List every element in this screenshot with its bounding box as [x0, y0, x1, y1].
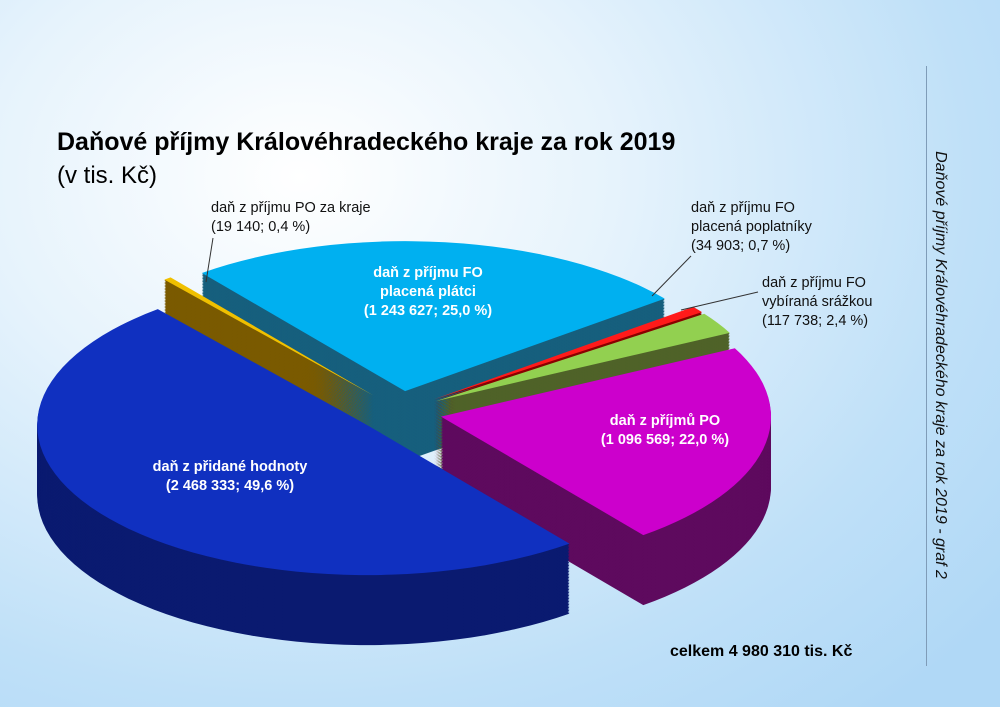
label-fo-platci: daň z příjmu FO placená plátci (1 243 627;…: [363, 265, 493, 319]
pie-slice-3: [440, 348, 771, 606]
pie-slice-top: [37, 309, 570, 576]
pie-slice-top: [164, 277, 374, 396]
total-label: celkem 4 980 310 tis. Kč: [670, 643, 853, 660]
leader-line-po-kraje: [205, 237, 214, 283]
divider-line: [926, 66, 927, 666]
chart-subtitle: (v tis. Kč): [57, 162, 157, 189]
pie-slice-top: [433, 306, 702, 400]
label-fo-srazkou: daň z příjmu FO vybíraná srážkou (117 738;…: [762, 275, 873, 329]
label-fo-poplatnici: daň z příjmu FO placená poplatníky (34 903…: [691, 200, 812, 254]
label-po: daň z příjmů PO (1 096 569; 22,0 %): [600, 413, 730, 448]
pie-slice-0: [201, 241, 665, 462]
label-dph: daň z přidané hodnoty (2 468 333; 49,6 %): [152, 459, 308, 494]
leader-line-fo-poplatnici: [651, 255, 692, 297]
pie-slice-top: [201, 241, 665, 392]
pie-slice-top: [435, 313, 730, 402]
label-po-kraje: daň z příjmu PO za kraje (19 140; 0,4 %): [211, 200, 371, 235]
pie-slice-top: [440, 348, 771, 536]
pie-slice-4: [37, 309, 570, 646]
chart-title: Daňové příjmy Královéhradeckého kraje za…: [57, 128, 676, 156]
leader-line-fo-srazkou: [680, 291, 759, 311]
side-caption: Daňové příjmy Královéhradeckého kraje za…: [932, 151, 949, 579]
